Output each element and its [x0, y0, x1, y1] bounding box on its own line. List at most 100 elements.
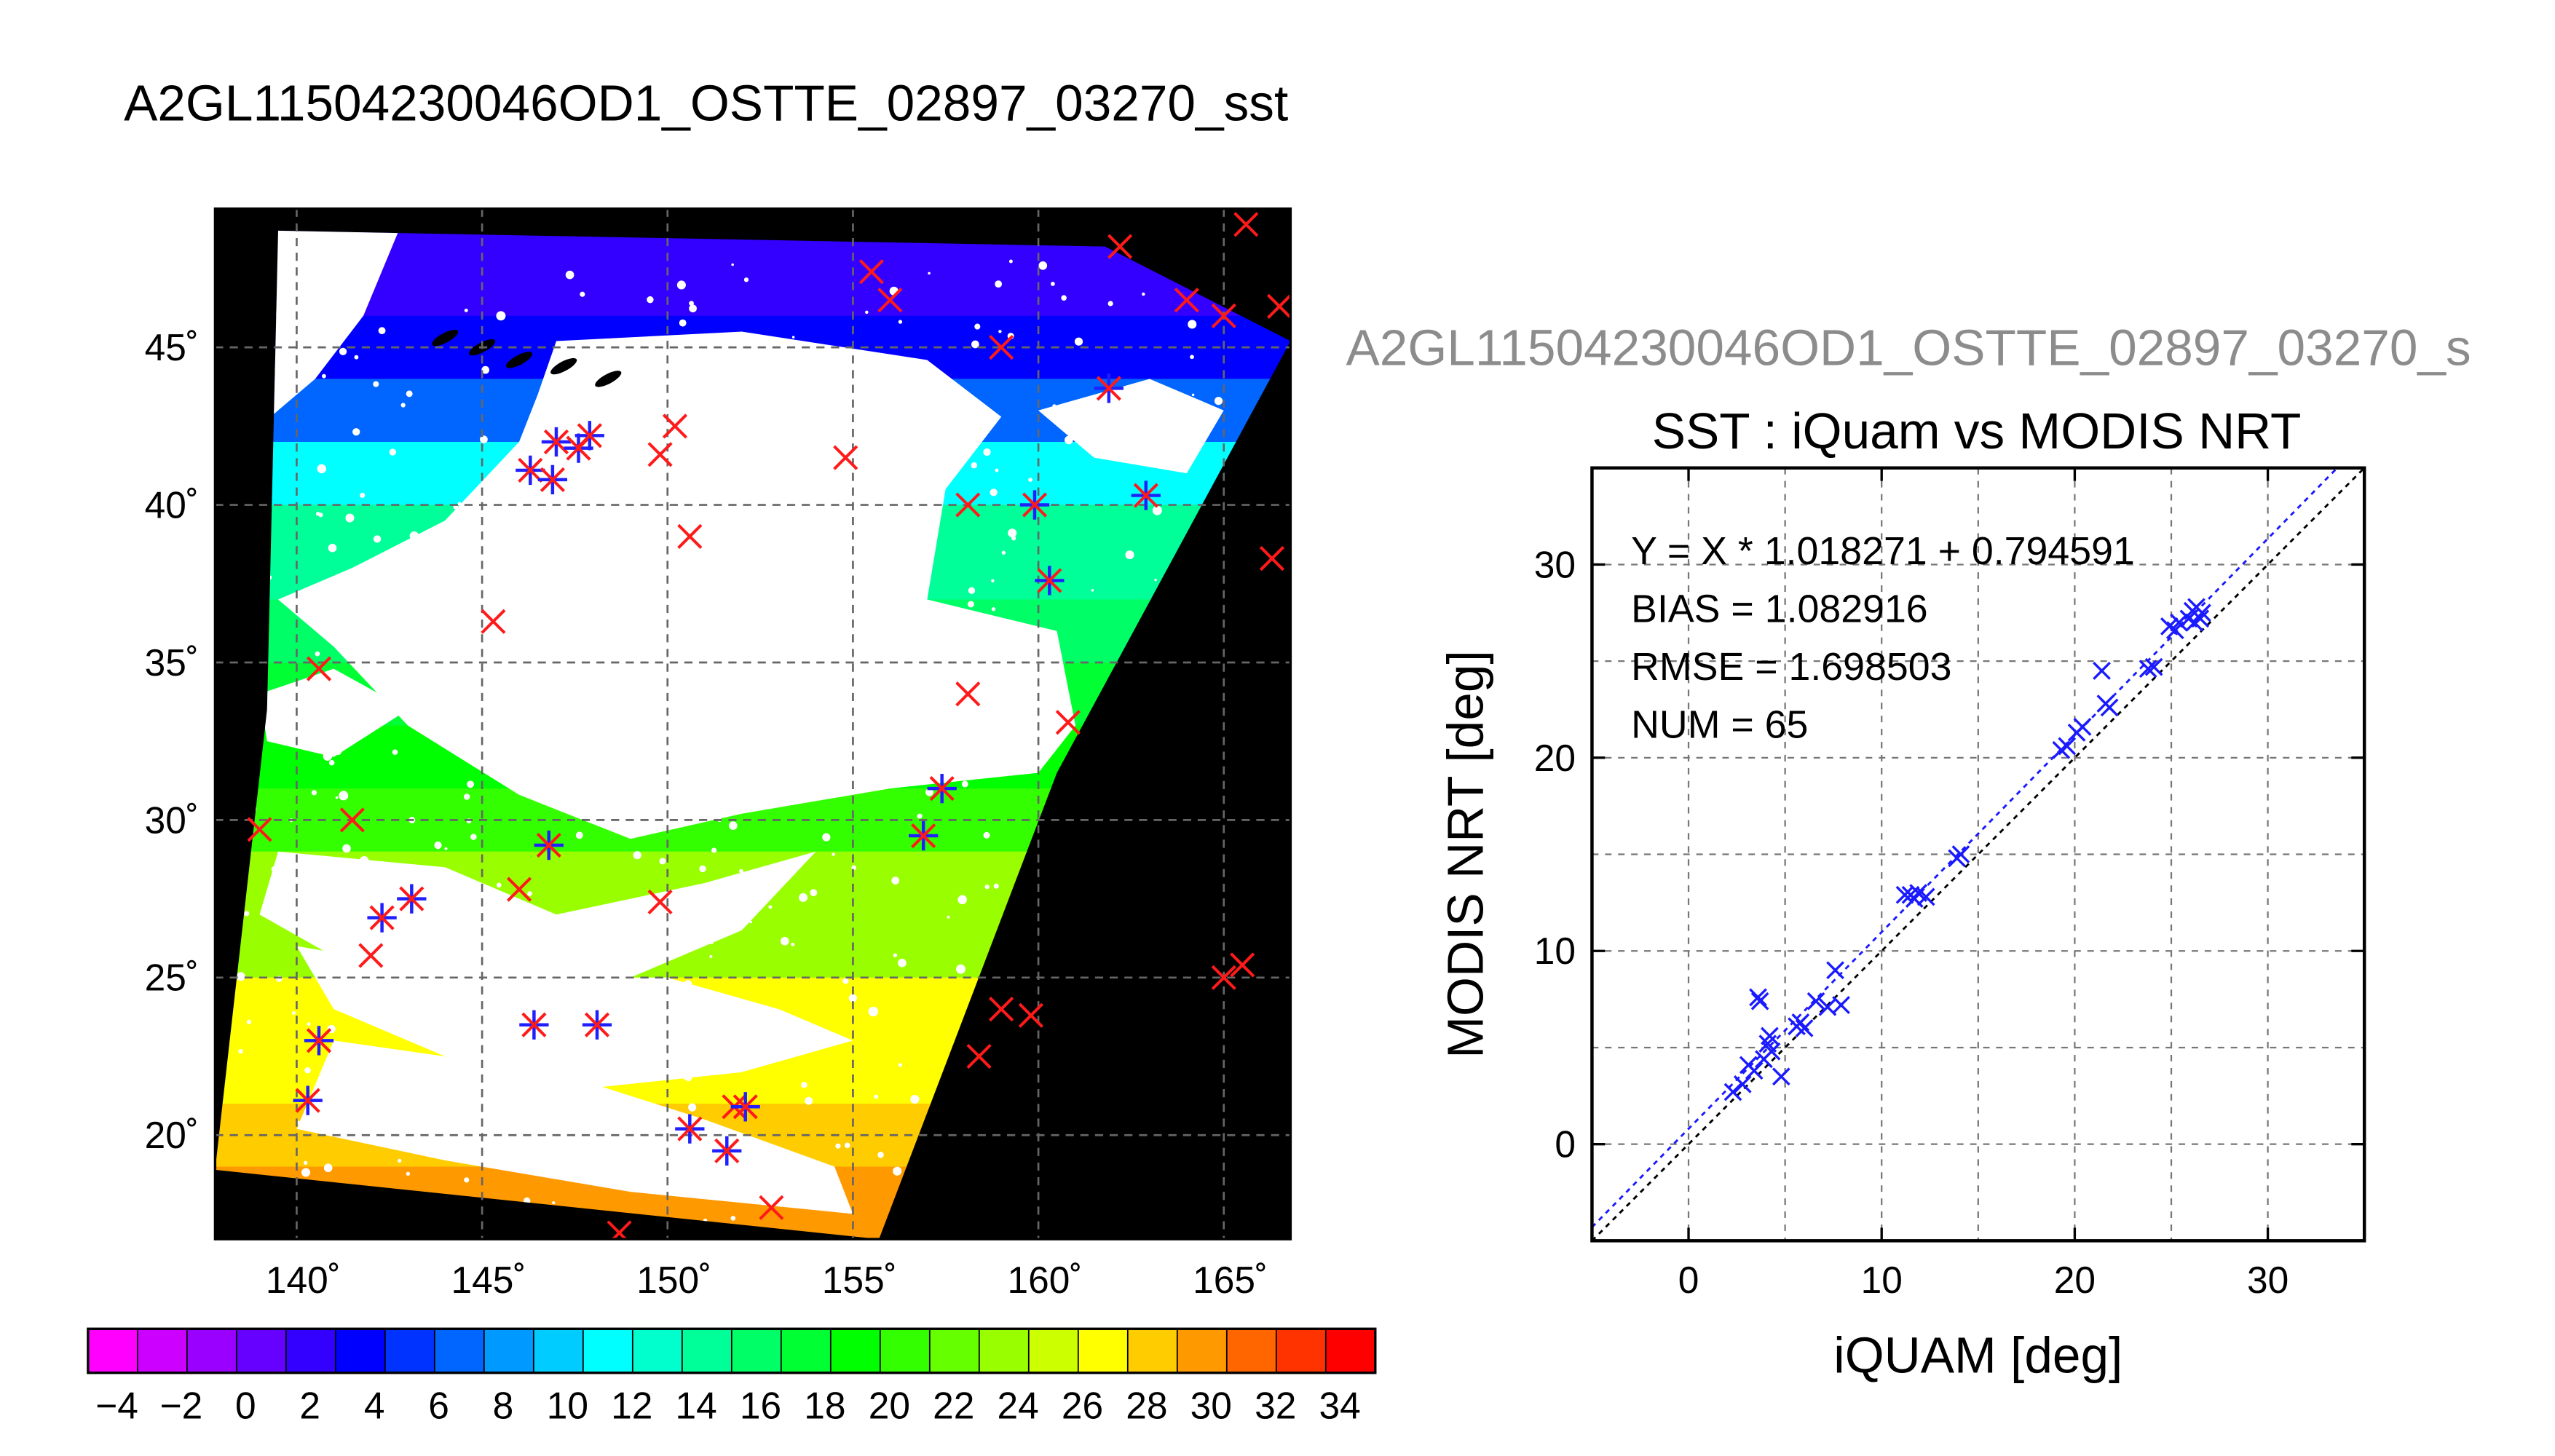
cloud-speck: [373, 535, 382, 543]
cloud-speck: [988, 745, 993, 751]
sst-map: 140˚ 145˚ 150˚ 155˚ 160˚ 165˚ 20˚ 25˚ 30˚ 35˚ 40˚…: [145, 207, 1292, 1301]
cloud-speck: [689, 301, 694, 306]
cloud-speck: [768, 905, 773, 909]
cloud-speck: [799, 600, 805, 606]
cloud-speck: [676, 280, 686, 290]
cloud-speck: [552, 1201, 556, 1205]
cloud-speck: [318, 513, 323, 518]
cloud-speck: [888, 530, 895, 537]
cloud-speck: [489, 476, 498, 486]
colorbar-cell: [186, 1329, 238, 1373]
map-frame: [213, 207, 1292, 1241]
cloud-speck: [658, 1151, 668, 1161]
cloud-speck: [684, 980, 692, 989]
fit-line: [1591, 467, 2338, 1228]
cloud-speck: [925, 788, 933, 796]
buoy-x-marker: [759, 1195, 784, 1220]
cloud-speck: [315, 651, 320, 657]
cloud-speck: [891, 877, 900, 885]
cloud-speck: [1050, 282, 1055, 286]
cloud-speck: [311, 790, 317, 796]
cloud-speck: [983, 831, 990, 839]
scatter-annotation: BIAS = 1.082916: [1631, 587, 1928, 630]
cloud-speck: [671, 798, 676, 803]
cloud-speck: [971, 462, 978, 469]
cloud-speck: [920, 678, 928, 687]
buoy-matched-marker: [909, 820, 939, 851]
scatter-point: [1750, 992, 1769, 1010]
cloud-speck: [360, 492, 366, 498]
cloud-speck: [1142, 292, 1145, 296]
cloud-speck: [392, 749, 398, 755]
cloud-speck: [406, 1171, 411, 1176]
cloud-speck: [636, 352, 644, 360]
cloud-speck: [810, 889, 818, 897]
colorbar-cell: [929, 1329, 981, 1373]
scatter-point: [1791, 1013, 1810, 1032]
cloud-speck: [378, 327, 386, 335]
colorbar-cell: [1028, 1329, 1080, 1373]
cloud-speck: [387, 957, 394, 964]
cloud-speck: [679, 319, 687, 327]
cloud-speck: [323, 1163, 333, 1173]
cloud-speck: [848, 994, 857, 1002]
scatter-point: [1772, 1067, 1790, 1086]
cloud-speck: [704, 1125, 711, 1131]
scatter-y-tick-label: 20: [1534, 737, 1576, 779]
land-area: [237, 230, 408, 505]
cloud-speck: [617, 961, 625, 969]
cloud-speck: [569, 365, 577, 374]
cloud-speck: [558, 1123, 567, 1131]
buoy-matched-marker: [712, 1136, 742, 1166]
scatter-y-tick-label: 0: [1555, 1123, 1576, 1166]
island: [595, 371, 622, 387]
cloud-speck: [244, 911, 250, 917]
cloud-speck: [1048, 644, 1057, 652]
cloud-speck: [304, 1067, 311, 1074]
cloud-speck: [301, 1168, 311, 1177]
colorbar-cell: [682, 1329, 733, 1373]
colorbar-cell: [434, 1329, 486, 1373]
cloud-speck: [400, 403, 406, 408]
cloud-speck: [658, 788, 665, 794]
buoy-x-marker: [306, 656, 332, 681]
colorbar-cell: [781, 1329, 832, 1373]
map-title: A2GL11504230046OD1_OSTTE_02897_03270_sst: [124, 75, 1288, 132]
cloud-speck: [467, 920, 478, 930]
cloud-speck: [608, 1046, 616, 1054]
cloud-speck: [955, 744, 965, 754]
cloud-speck: [799, 893, 808, 902]
buoy-matched-marker: [293, 1085, 323, 1115]
cloud-speck: [1166, 443, 1173, 448]
cloud-speck: [743, 277, 749, 282]
scatter-ylabel: MODIS NRT [deg]: [1437, 650, 1494, 1059]
cloud-speck: [359, 935, 367, 943]
cloud-speck: [363, 989, 369, 996]
buoy-matched-marker: [1019, 490, 1050, 520]
cloud-speck: [709, 954, 713, 958]
cloud-speck: [722, 609, 727, 614]
buoy-x-marker: [1211, 965, 1236, 990]
colorbar-cell: [632, 1329, 684, 1373]
cloud-speck: [985, 762, 992, 769]
buoy-matched-marker: [534, 830, 564, 860]
cloud-speck: [1065, 435, 1073, 445]
colorbar-cell: [731, 1329, 783, 1373]
cloud-speck: [470, 646, 481, 656]
cloud-speck: [998, 330, 1002, 333]
scatter-point: [2170, 613, 2188, 632]
cloud-speck: [434, 841, 442, 850]
cloud-speck: [1091, 589, 1094, 592]
cloud-speck: [711, 847, 717, 853]
colorbar-cell: [1127, 1329, 1179, 1373]
cloud-speck: [791, 942, 795, 946]
cloud-speck: [1081, 440, 1086, 443]
buoy-x-marker: [1107, 234, 1133, 259]
cloud-speck: [323, 751, 333, 761]
cloud-speck: [368, 875, 374, 880]
scatter-y-tick-label: 10: [1534, 930, 1576, 972]
scatter-x-tick-label: 20: [2054, 1259, 2096, 1301]
cloud-speck: [679, 1002, 684, 1008]
cloud-speck: [955, 964, 965, 974]
cloud-speck: [635, 740, 643, 748]
